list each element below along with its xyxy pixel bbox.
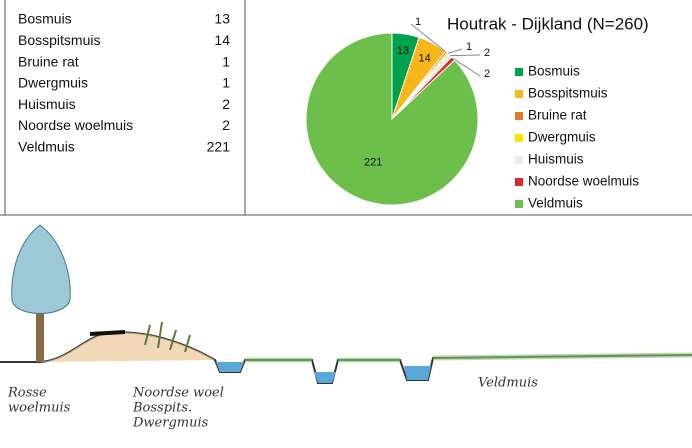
leader-line xyxy=(447,48,463,54)
legend-label: Huismuis xyxy=(528,152,584,167)
table-name: Noordse woelmuis xyxy=(18,117,133,133)
legend-swatch xyxy=(515,200,523,208)
hand-label: Dwergmuis xyxy=(132,416,209,431)
tree-trunk xyxy=(36,300,44,362)
table-name: Bosspitsmuis xyxy=(18,32,100,48)
tree-crown xyxy=(11,224,71,314)
legend-label: Bruine rat xyxy=(528,108,587,123)
data-label: 2 xyxy=(484,47,490,59)
hand-label: Noordse woel xyxy=(132,386,224,401)
hill xyxy=(40,332,215,362)
path-mark xyxy=(89,330,126,336)
hand-label: Bosspits. xyxy=(132,401,192,416)
table-value: 1 xyxy=(222,53,230,69)
table-name: Veldmuis xyxy=(18,139,75,155)
leader-line xyxy=(410,23,447,53)
data-label: 14 xyxy=(419,52,431,64)
data-label: 221 xyxy=(364,156,382,168)
hand-label: Rosse xyxy=(7,386,47,401)
legend-swatch xyxy=(515,112,523,120)
hand-label: woelmuis xyxy=(8,401,71,416)
table-value: 1 xyxy=(222,75,230,91)
legend-swatch xyxy=(515,178,523,186)
table-name: Bruine rat xyxy=(18,53,79,69)
table-value: 14 xyxy=(214,32,230,48)
legend-swatch xyxy=(515,134,523,142)
grass xyxy=(245,352,692,363)
table-name: Huismuis xyxy=(18,96,76,112)
table-name: Bosmuis xyxy=(18,11,72,27)
leader-line xyxy=(450,54,481,57)
table-value: 2 xyxy=(222,117,230,133)
legend-swatch xyxy=(515,156,523,164)
legend-label: Noordse woelmuis xyxy=(528,174,639,189)
legend-label: Dwergmuis xyxy=(528,130,596,145)
data-label: 1 xyxy=(466,41,472,53)
ponds xyxy=(216,362,431,383)
table-value: 2 xyxy=(222,96,230,112)
legend-label: Bosspitsmuis xyxy=(528,86,608,101)
chart-title: Houtrak - Dijkland (N=260) xyxy=(447,14,649,33)
data-label: 13 xyxy=(397,45,409,57)
table-value: 221 xyxy=(207,139,231,155)
hand-label: Veldmuis xyxy=(478,376,538,391)
legend-swatch xyxy=(515,68,523,76)
table-value: 13 xyxy=(214,11,230,27)
legend-label: Veldmuis xyxy=(528,196,583,211)
landscape-drawing xyxy=(0,224,692,384)
legend-swatch xyxy=(515,90,523,98)
data-label: 2 xyxy=(484,68,490,80)
table-name: Dwergmuis xyxy=(18,75,88,91)
reeds xyxy=(144,321,191,353)
data-label: 1 xyxy=(415,16,421,28)
pie-slice xyxy=(305,32,479,206)
leader-line xyxy=(452,58,481,77)
legend-label: Bosmuis xyxy=(528,64,580,79)
